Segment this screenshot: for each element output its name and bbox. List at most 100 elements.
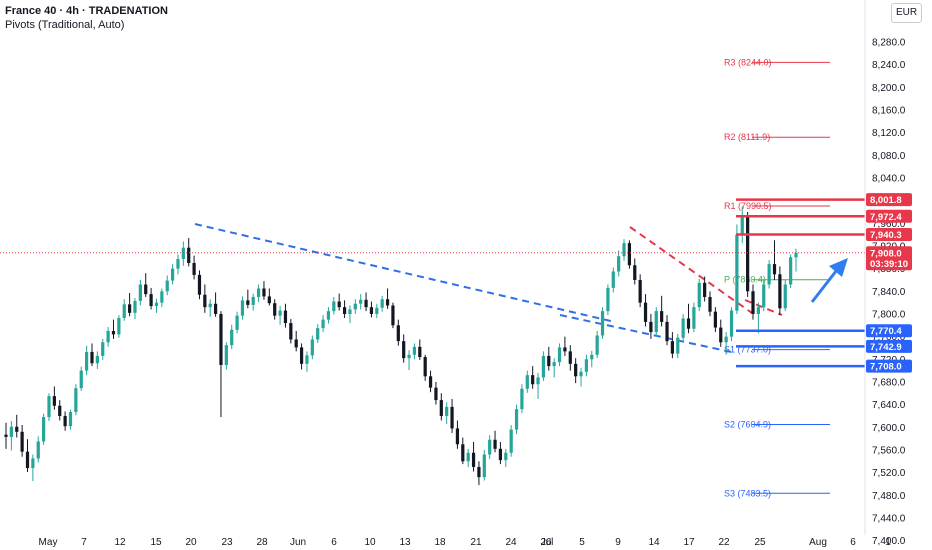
candle-body [305,355,309,364]
candle-body [47,396,51,418]
candle-body [187,247,191,263]
candle-body [385,299,390,306]
candle-body [149,294,153,307]
price-tick-label: 7,640.0 [872,400,906,411]
candle-body [563,347,567,352]
candle-body [418,346,422,358]
candle-body [606,287,610,312]
candle-body [756,307,760,314]
price-tick-label: 8,280.0 [872,38,906,49]
candle-body [681,318,685,338]
price-tick-label: 7,600.0 [872,423,906,434]
time-tick-label: Jun [290,537,306,548]
price-levels [0,198,865,368]
candle-body [133,300,137,313]
price-tag-resistance-text: 8,001.8 [870,195,902,206]
candle-body [428,376,433,388]
time-tick-label: 1 [885,537,891,548]
time-tick-label: May [39,537,58,548]
trendline-red-channel-bottom [744,299,783,316]
price-tick-label: 8,200.0 [872,83,906,94]
time-tick-label: 25 [754,537,766,548]
pivot-label-P: P (7860.4) [724,275,766,285]
candle-body [63,415,67,427]
candle-body [541,355,546,378]
candle-body [68,411,73,427]
currency-button[interactable]: EUR [891,3,922,23]
candle-body [396,325,400,342]
price-tag-support [866,359,912,373]
candle-body [246,300,250,305]
candle-body [719,327,723,343]
candle-body [101,342,105,356]
candle-body [342,307,347,314]
price-tick-label: 8,160.0 [872,105,906,116]
candle-body [482,454,486,478]
candle-body [735,234,739,311]
time-tick-label: 9 [615,537,621,548]
price-tag-resistance [866,209,912,223]
candle-body [36,441,40,459]
time-tick-label: 17 [683,537,695,548]
candle-body [767,264,771,285]
time-tick-label: 12 [114,537,126,548]
candle-body [85,351,89,371]
candle-body [289,323,293,340]
candle-body [9,426,13,437]
candle-body [697,282,701,308]
candle-body [391,305,395,326]
candle-body [273,303,277,316]
candle-body [353,303,357,310]
price-tag-resistance [866,227,912,241]
candle-body [703,282,707,297]
candle-body [525,375,529,389]
candle-body [240,300,245,316]
trendline-lower-blue [559,314,737,354]
time-tick-label: Jul [541,537,554,548]
candle-body [729,310,734,337]
candle-body [740,216,744,235]
candle-body [20,431,24,452]
candle-body [224,345,228,365]
time-tick-label: 28 [256,537,268,548]
time-tick-label: 18 [434,537,446,548]
candle-body [611,271,615,288]
candle-body [638,279,642,303]
candle-body [127,304,132,313]
trendline-red-channel-top [629,226,753,314]
candle-body [251,296,255,305]
indicator-label[interactable]: Pivots (Traditional, Auto) [5,19,125,31]
price-tick-label: 7,680.0 [872,377,906,388]
candle-body [278,310,282,316]
time-tick-label: 5 [579,537,585,548]
candle-body [111,330,116,335]
candle-body [267,296,271,304]
candle-body [364,299,368,308]
candle-body [213,303,218,314]
candle-body [348,309,352,314]
price-tag-support [866,339,912,353]
price-tags: 8,001.8 7,972.4 7,940.3 7,770.4 7,742.9 7,708… [866,193,912,373]
price-tag-support-text: 7,770.4 [870,326,902,337]
price-tick-label: 8,040.0 [872,173,906,184]
candle-body [299,347,304,364]
candle-body [584,359,589,372]
candle-body [165,280,169,292]
candle-body [670,341,675,354]
candle-body [90,351,94,364]
candle-body [208,303,212,308]
candle-body [58,405,62,416]
chart-title: France 40 · 4h · TRADENATION [5,5,168,17]
time-tick-label: 7 [81,537,87,548]
candle-body [557,347,562,363]
candle-body [160,291,164,303]
candle-body [783,284,787,309]
candle-body [369,307,374,314]
candle-body [654,311,658,333]
time-tick-label: 20 [185,537,197,548]
candle-body [95,355,99,364]
pivot-lines: R3 (8244.0) R2 (8111.9) R1 (7990.5) P (7860… [724,57,830,498]
price-tick-label: 8,120.0 [872,128,906,139]
